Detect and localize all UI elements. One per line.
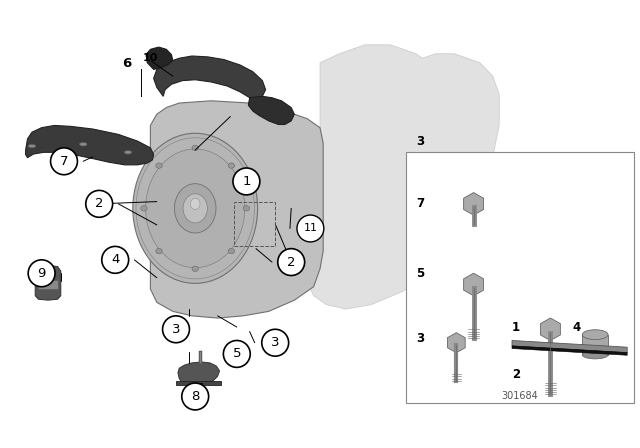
FancyBboxPatch shape [406, 152, 634, 403]
Polygon shape [512, 346, 627, 355]
Text: 7: 7 [60, 155, 68, 168]
Polygon shape [463, 193, 484, 215]
Polygon shape [307, 45, 499, 309]
Text: 10: 10 [143, 53, 158, 63]
Text: 3: 3 [416, 134, 424, 148]
Polygon shape [512, 340, 627, 353]
Ellipse shape [192, 266, 198, 271]
Ellipse shape [174, 184, 216, 233]
Ellipse shape [233, 168, 260, 195]
Polygon shape [176, 381, 221, 385]
Text: 8: 8 [191, 390, 200, 403]
Text: 301684: 301684 [502, 392, 538, 401]
Polygon shape [463, 273, 484, 296]
Ellipse shape [297, 215, 324, 242]
Text: 4: 4 [573, 320, 581, 334]
Polygon shape [447, 333, 465, 353]
Text: 1: 1 [242, 175, 251, 188]
Ellipse shape [228, 163, 235, 168]
Text: 2: 2 [512, 367, 520, 381]
Ellipse shape [156, 163, 162, 168]
Text: 4: 4 [111, 253, 120, 267]
Text: 6: 6 [122, 57, 131, 70]
Text: 2: 2 [95, 197, 104, 211]
Ellipse shape [146, 149, 244, 267]
Ellipse shape [582, 330, 608, 340]
Text: 3: 3 [271, 336, 280, 349]
Ellipse shape [124, 151, 132, 154]
Polygon shape [35, 265, 61, 300]
Text: 1: 1 [512, 320, 520, 334]
Ellipse shape [86, 190, 113, 217]
Ellipse shape [28, 144, 36, 148]
Text: 11: 11 [303, 224, 317, 233]
Polygon shape [178, 362, 220, 384]
Ellipse shape [191, 198, 200, 209]
Ellipse shape [262, 329, 289, 356]
Ellipse shape [133, 134, 258, 284]
Polygon shape [150, 101, 323, 318]
Text: 5: 5 [416, 267, 424, 280]
Ellipse shape [51, 148, 77, 175]
Ellipse shape [156, 248, 162, 254]
Ellipse shape [163, 316, 189, 343]
Polygon shape [540, 318, 561, 340]
Polygon shape [146, 47, 173, 69]
Bar [582, 335, 608, 355]
Text: 2: 2 [287, 255, 296, 269]
Ellipse shape [183, 194, 207, 223]
Ellipse shape [192, 145, 198, 151]
Ellipse shape [79, 142, 87, 146]
Bar [38, 280, 58, 289]
Ellipse shape [141, 206, 147, 211]
Polygon shape [26, 125, 154, 165]
Text: 3: 3 [416, 332, 424, 345]
Text: 3: 3 [172, 323, 180, 336]
Polygon shape [248, 96, 294, 125]
Ellipse shape [102, 246, 129, 273]
Ellipse shape [182, 383, 209, 410]
Ellipse shape [582, 351, 608, 359]
Text: 9: 9 [37, 267, 46, 280]
Ellipse shape [228, 248, 235, 254]
Polygon shape [154, 56, 266, 99]
Ellipse shape [243, 206, 250, 211]
Ellipse shape [28, 260, 55, 287]
Text: 5: 5 [232, 347, 241, 361]
Ellipse shape [223, 340, 250, 367]
Ellipse shape [278, 249, 305, 276]
Text: 7: 7 [416, 197, 424, 211]
